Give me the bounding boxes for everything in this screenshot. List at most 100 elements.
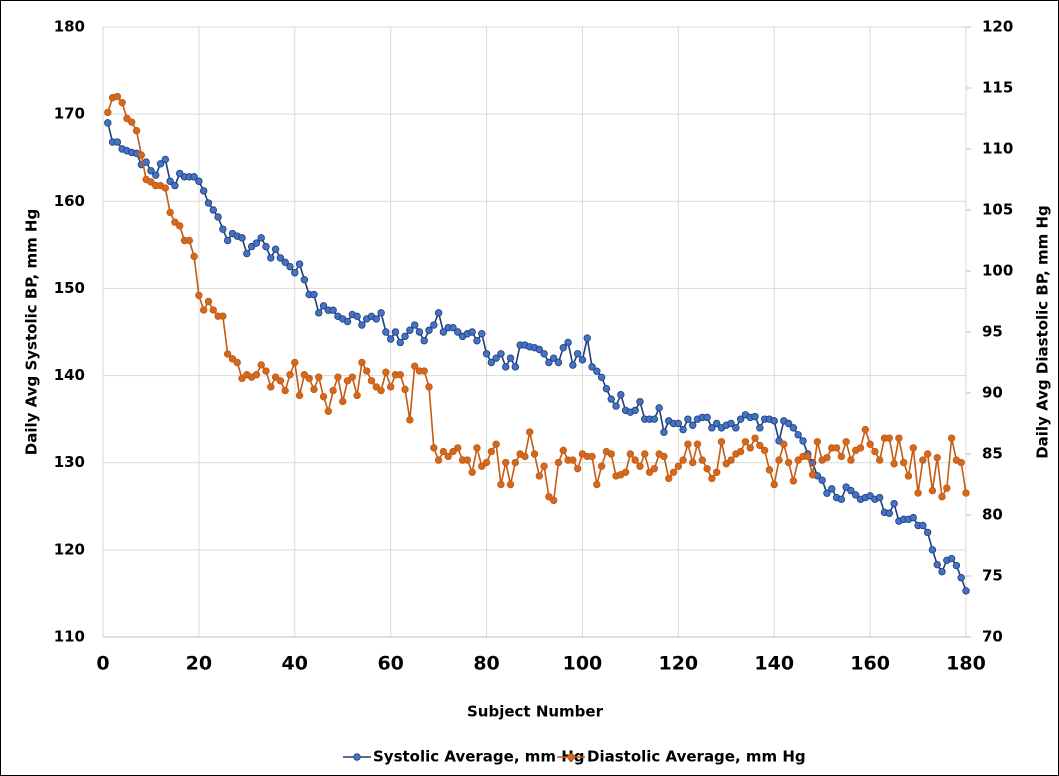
data-point xyxy=(454,328,462,336)
data-point xyxy=(660,428,668,436)
data-point xyxy=(228,355,237,363)
data-point xyxy=(382,328,390,336)
data-point xyxy=(382,368,390,376)
data-point xyxy=(564,338,572,347)
data-point xyxy=(262,242,270,251)
data-point xyxy=(760,446,769,455)
data-point xyxy=(204,199,213,207)
data-point xyxy=(439,328,448,336)
data-point xyxy=(535,345,543,354)
x-tick-label: 0 xyxy=(96,653,109,675)
data-point xyxy=(439,447,448,456)
data-point xyxy=(276,254,285,262)
data-point xyxy=(775,456,783,464)
data-point xyxy=(420,337,428,345)
data-point xyxy=(454,444,462,452)
data-point xyxy=(890,460,898,468)
data-point xyxy=(377,309,385,317)
data-point xyxy=(813,438,822,446)
data-point xyxy=(502,363,510,371)
data-point xyxy=(866,440,874,448)
data-point xyxy=(195,177,203,185)
data-point xyxy=(434,309,443,317)
y2-tick-label: 105 xyxy=(982,201,1013,219)
y-tick-label: 180 xyxy=(54,18,85,36)
data-point xyxy=(339,397,347,406)
data-point xyxy=(573,350,582,358)
data-point xyxy=(410,362,419,370)
data-point xyxy=(113,138,122,146)
data-point xyxy=(947,434,956,442)
data-point xyxy=(794,431,802,439)
y-tick-label: 130 xyxy=(54,453,85,471)
data-point xyxy=(401,385,409,394)
y2-tick-label: 75 xyxy=(982,567,1003,585)
data-point xyxy=(655,404,663,412)
data-point xyxy=(962,587,970,595)
data-point xyxy=(684,440,692,448)
data-point xyxy=(732,424,740,432)
data-point xyxy=(871,447,879,456)
data-point xyxy=(784,458,793,467)
data-point xyxy=(291,269,299,277)
data-point xyxy=(923,450,932,458)
data-point xyxy=(267,254,275,262)
data-point xyxy=(449,323,457,332)
data-point xyxy=(799,437,807,445)
data-point xyxy=(233,358,241,367)
data-point xyxy=(794,456,802,464)
data-point xyxy=(597,462,606,470)
data-point xyxy=(765,466,774,474)
data-point xyxy=(545,358,553,367)
y-tick-label: 160 xyxy=(54,192,85,210)
data-point xyxy=(497,480,505,489)
x-tick-label: 20 xyxy=(186,653,212,675)
data-point xyxy=(487,358,496,367)
data-point xyxy=(923,528,932,537)
data-point xyxy=(789,424,798,432)
data-point xyxy=(593,480,601,489)
legend-label: Systolic Average, mm Hg xyxy=(373,748,585,766)
data-point xyxy=(267,383,275,391)
x-tick-label: 140 xyxy=(754,653,794,675)
data-point xyxy=(118,98,126,107)
data-point xyxy=(684,415,692,423)
data-point xyxy=(569,456,577,464)
data-point xyxy=(722,460,730,468)
data-point xyxy=(636,462,644,470)
data-point xyxy=(324,407,333,415)
data-point xyxy=(219,225,227,233)
data-point xyxy=(957,458,965,467)
data-point xyxy=(473,444,481,452)
data-point xyxy=(492,354,500,362)
data-point xyxy=(252,371,261,379)
data-point xyxy=(554,458,563,467)
data-point xyxy=(727,419,735,428)
data-point xyxy=(147,167,155,175)
data-point xyxy=(919,521,927,530)
data-point xyxy=(741,438,750,446)
data-point xyxy=(463,456,472,464)
data-point xyxy=(559,446,567,455)
x-tick-label: 180 xyxy=(946,653,986,675)
data-point xyxy=(497,350,505,358)
data-point xyxy=(367,377,376,385)
x-tick-label: 100 xyxy=(563,653,603,675)
data-point xyxy=(190,252,198,261)
data-point xyxy=(746,444,754,452)
data-point xyxy=(904,472,913,480)
y2-tick-label: 95 xyxy=(982,323,1003,341)
data-point xyxy=(353,391,361,400)
data-point xyxy=(602,384,611,393)
data-point xyxy=(410,321,419,329)
data-point xyxy=(506,354,515,362)
y-tick-label: 140 xyxy=(54,366,85,384)
data-point xyxy=(885,509,893,517)
data-point xyxy=(319,302,328,310)
data-point xyxy=(789,477,798,485)
data-point xyxy=(665,474,673,483)
data-point xyxy=(434,456,443,464)
data-point xyxy=(943,484,951,492)
data-point xyxy=(751,434,759,442)
